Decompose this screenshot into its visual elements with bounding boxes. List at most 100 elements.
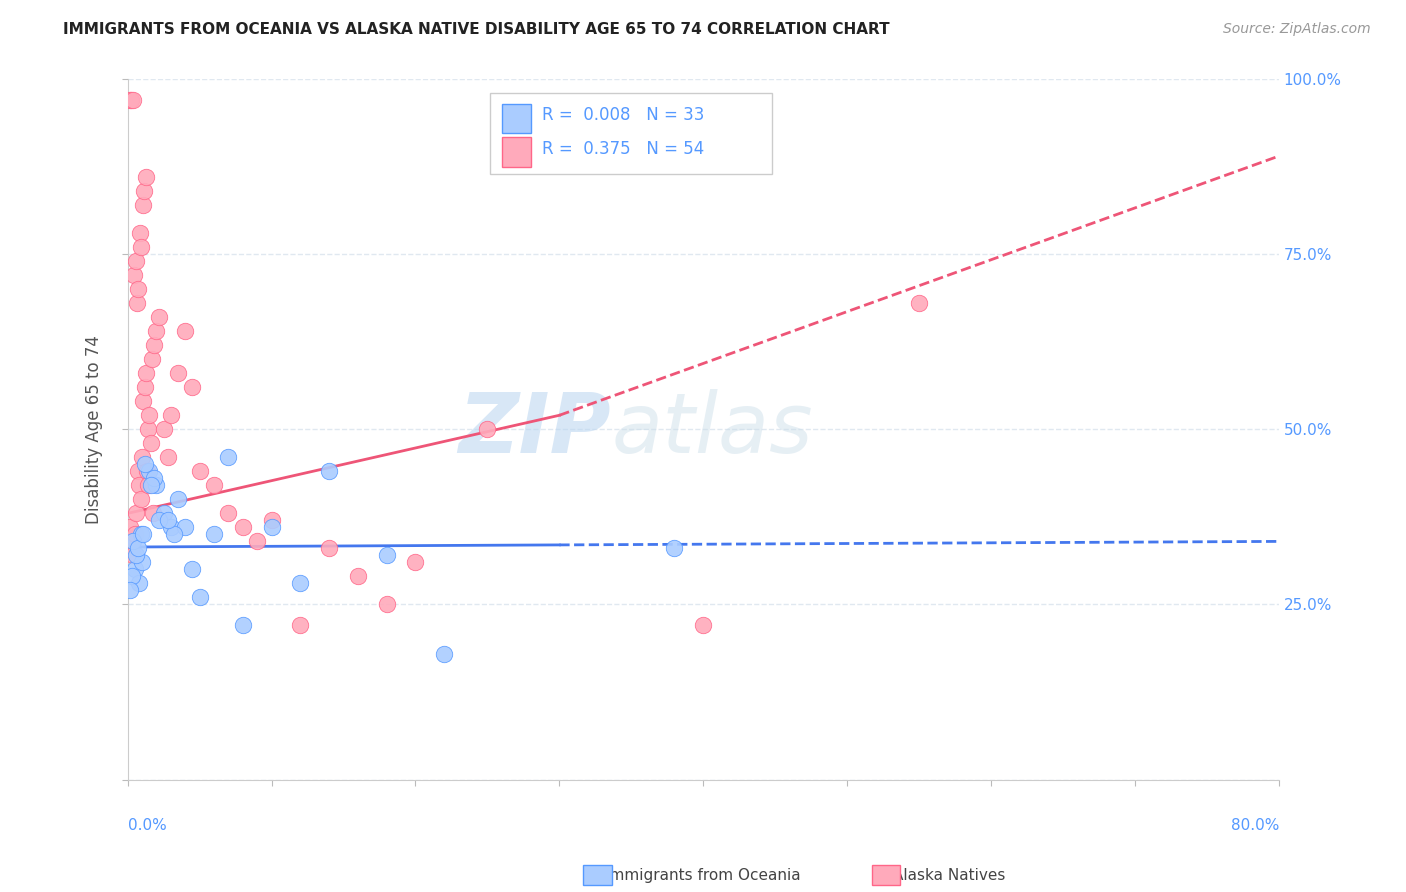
Point xyxy=(217,450,239,465)
Point xyxy=(290,576,312,591)
Point xyxy=(128,478,150,492)
Point xyxy=(121,569,143,583)
Point xyxy=(167,492,190,507)
Point xyxy=(132,527,155,541)
Point xyxy=(142,471,165,485)
Point xyxy=(125,507,148,521)
Point xyxy=(125,549,148,563)
Point xyxy=(138,478,160,492)
Point xyxy=(181,562,204,576)
Point xyxy=(908,296,931,310)
Y-axis label: Disability Age 65 to 74: Disability Age 65 to 74 xyxy=(86,334,103,524)
Point xyxy=(347,569,370,583)
Point xyxy=(129,527,152,541)
Point xyxy=(174,324,197,338)
Point xyxy=(136,464,159,478)
Point xyxy=(260,520,283,534)
Point xyxy=(131,556,153,570)
Point xyxy=(120,583,142,598)
Point xyxy=(131,450,153,465)
Point xyxy=(139,436,162,450)
Point xyxy=(139,478,162,492)
Point xyxy=(246,534,269,549)
Point xyxy=(127,541,149,556)
Text: R =  0.375   N = 54: R = 0.375 N = 54 xyxy=(543,140,704,158)
Point xyxy=(134,380,156,394)
Point xyxy=(217,507,239,521)
Point xyxy=(142,338,165,352)
Text: 0.0%: 0.0% xyxy=(128,818,166,833)
Point xyxy=(167,366,190,380)
Point xyxy=(127,464,149,478)
Point xyxy=(138,464,160,478)
Point xyxy=(181,380,204,394)
Point xyxy=(121,534,143,549)
Point xyxy=(148,310,170,325)
Point xyxy=(122,268,145,282)
Point xyxy=(134,458,156,472)
Point xyxy=(118,93,141,107)
Text: R =  0.008   N = 33: R = 0.008 N = 33 xyxy=(543,106,704,124)
Point xyxy=(152,507,174,521)
Point xyxy=(188,464,211,478)
Point xyxy=(132,394,155,409)
Point xyxy=(290,618,312,632)
Point xyxy=(163,527,186,541)
Text: Source: ZipAtlas.com: Source: ZipAtlas.com xyxy=(1223,22,1371,37)
Point xyxy=(692,618,714,632)
Point xyxy=(202,527,225,541)
Text: IMMIGRANTS FROM OCEANIA VS ALASKA NATIVE DISABILITY AGE 65 TO 74 CORRELATION CHA: IMMIGRANTS FROM OCEANIA VS ALASKA NATIVE… xyxy=(63,22,890,37)
Point xyxy=(135,170,157,185)
Point xyxy=(232,520,254,534)
Point xyxy=(260,513,283,527)
Point xyxy=(124,254,146,268)
Point xyxy=(127,282,149,296)
Text: Alaska Natives: Alaska Natives xyxy=(893,869,1005,883)
Point xyxy=(159,409,181,423)
Point xyxy=(156,450,179,465)
Point xyxy=(142,507,165,521)
Point xyxy=(141,352,163,367)
Point xyxy=(124,562,146,576)
Point xyxy=(318,464,340,478)
Point xyxy=(375,549,398,563)
Point xyxy=(188,591,211,605)
Point xyxy=(477,422,499,436)
Point xyxy=(125,296,148,310)
Point xyxy=(433,647,456,661)
Point xyxy=(128,576,150,591)
Point xyxy=(120,520,142,534)
Point xyxy=(128,226,150,240)
Point xyxy=(136,422,159,436)
Point xyxy=(145,478,167,492)
FancyBboxPatch shape xyxy=(502,103,530,133)
Point xyxy=(145,324,167,338)
Point xyxy=(664,541,686,556)
Point xyxy=(121,93,143,107)
Text: Immigrants from Oceania: Immigrants from Oceania xyxy=(605,869,801,883)
Point xyxy=(232,618,254,632)
Text: atlas: atlas xyxy=(612,389,813,470)
Point xyxy=(202,478,225,492)
Point xyxy=(138,409,160,423)
Point xyxy=(318,541,340,556)
Point xyxy=(120,93,142,107)
Point xyxy=(152,422,174,436)
Point xyxy=(148,513,170,527)
Text: ZIP: ZIP xyxy=(458,389,612,470)
Text: 80.0%: 80.0% xyxy=(1230,818,1279,833)
Point xyxy=(156,513,179,527)
FancyBboxPatch shape xyxy=(502,137,530,167)
Point xyxy=(124,527,146,541)
Point xyxy=(135,366,157,380)
FancyBboxPatch shape xyxy=(491,93,772,174)
Point xyxy=(122,534,145,549)
Point xyxy=(375,598,398,612)
Point xyxy=(129,492,152,507)
Point xyxy=(122,549,145,563)
Point xyxy=(134,184,156,198)
Point xyxy=(129,240,152,254)
Point xyxy=(404,556,426,570)
Point xyxy=(174,520,197,534)
Point xyxy=(159,520,181,534)
